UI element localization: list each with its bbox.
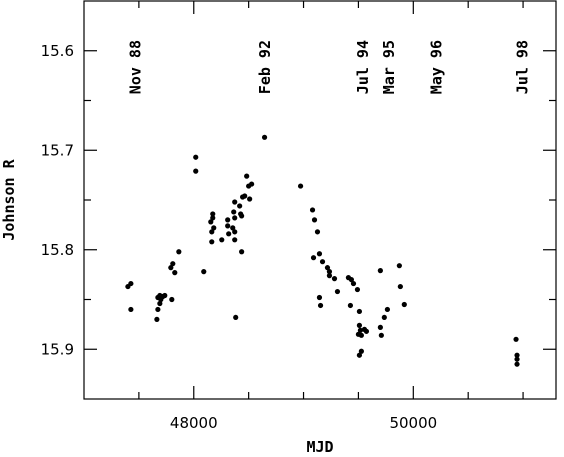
data-point [513, 336, 519, 342]
data-point [319, 259, 326, 265]
data-point [249, 181, 255, 187]
data-point [154, 316, 160, 322]
annotation: May 96 [427, 40, 445, 94]
data-point [297, 183, 304, 189]
data-point [514, 361, 520, 367]
data-point [169, 296, 175, 303]
data-point [350, 280, 357, 287]
data-point [514, 352, 520, 358]
data-point [237, 203, 243, 209]
data-point [384, 306, 390, 313]
data-point [155, 306, 161, 313]
y-tick-label: 15.9 [41, 340, 74, 358]
data-point [225, 217, 231, 223]
data-point [311, 217, 318, 223]
annotation: Jul 94 [354, 40, 372, 94]
data-point [401, 301, 407, 308]
data-point [230, 225, 236, 231]
annotation: Mar 95 [380, 40, 398, 94]
annotation: Jul 98 [514, 40, 532, 94]
data-point [326, 269, 333, 275]
x-tick-label: 48000 [170, 414, 218, 432]
data-point [348, 277, 354, 283]
data-point [316, 294, 323, 301]
data-point [261, 134, 268, 140]
data-point [316, 251, 323, 257]
y-axis-label: Johnson R [0, 158, 18, 240]
data-point [397, 283, 403, 290]
data-point [358, 348, 364, 354]
data-point [331, 276, 338, 282]
data-point [239, 213, 245, 219]
data-point [334, 288, 341, 295]
data-point [162, 292, 168, 299]
data-point [210, 211, 216, 217]
data-point [354, 286, 361, 293]
data-point [128, 306, 134, 313]
data-point [170, 261, 176, 267]
data-point [226, 231, 232, 237]
annotation: Nov 88 [127, 40, 145, 94]
data-point [232, 237, 238, 243]
data-point [314, 229, 321, 235]
data-point [232, 229, 238, 235]
data-point [242, 193, 248, 199]
data-point [193, 154, 199, 160]
data-point [193, 168, 199, 174]
data-point [326, 273, 333, 279]
data-point [128, 280, 134, 287]
data-point [324, 265, 331, 271]
x-axis-label: MJD [306, 438, 333, 456]
data-point [209, 229, 215, 235]
data-point [356, 308, 363, 315]
data-point [357, 327, 363, 333]
data-point [317, 302, 324, 309]
data-point [247, 196, 253, 202]
data-point [381, 314, 387, 321]
data-point [219, 237, 225, 243]
data-point [396, 263, 402, 269]
data-point [168, 265, 174, 271]
plot-frame [83, 0, 557, 400]
data-point [378, 332, 384, 338]
data-point [356, 352, 363, 358]
annotation: Feb 92 [256, 40, 274, 94]
y-tick-label: 15.7 [41, 141, 74, 159]
data-point [347, 302, 354, 309]
data-point [211, 225, 217, 231]
data-point [225, 223, 231, 229]
data-point [377, 268, 383, 274]
data-point [232, 215, 238, 221]
data-point [377, 324, 383, 330]
data-point [201, 269, 207, 275]
data-point [231, 209, 237, 215]
data-point [210, 215, 216, 221]
x-tick-label: 50000 [389, 414, 437, 432]
data-point [514, 356, 520, 362]
data-point [176, 249, 182, 255]
data-point [356, 322, 363, 328]
data-point [157, 300, 163, 307]
y-tick-label: 15.8 [41, 241, 74, 259]
data-point [363, 328, 370, 334]
data-point [309, 207, 316, 213]
data-point [232, 199, 238, 205]
y-tick-label: 15.6 [41, 42, 74, 60]
data-point [358, 332, 364, 338]
data-point [233, 314, 239, 321]
data-point [244, 173, 250, 179]
data-point [239, 249, 245, 255]
data-point [172, 270, 178, 276]
data-point [208, 219, 214, 225]
data-point [209, 239, 215, 245]
data-point [310, 255, 317, 261]
